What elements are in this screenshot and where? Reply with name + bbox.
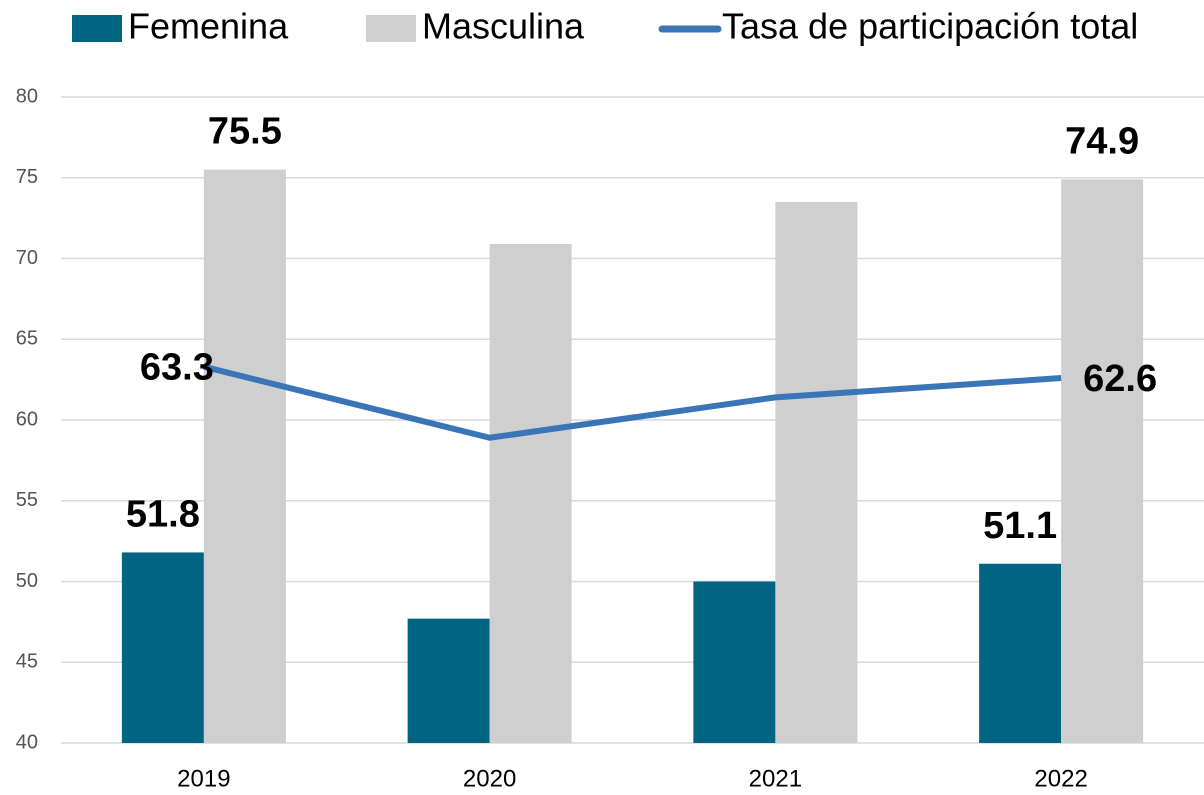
x-tick-label: 2022 — [1034, 765, 1087, 792]
data-label: 51.8 — [126, 493, 200, 535]
bar — [407, 618, 490, 743]
x-tick-label: 2019 — [177, 765, 230, 792]
data-label: 74.9 — [1065, 120, 1139, 162]
x-tick-label: 2021 — [749, 765, 802, 792]
bar — [121, 552, 204, 743]
x-tick-label: 2020 — [463, 765, 516, 792]
legend-label: Femenina — [128, 6, 289, 47]
bar — [489, 243, 572, 743]
y-tick-label: 70 — [16, 247, 38, 269]
y-tick-label: 80 — [16, 85, 38, 107]
bar — [979, 563, 1062, 743]
legend-label: Masculina — [422, 6, 585, 47]
y-tick-label: 60 — [16, 408, 38, 430]
bar — [1061, 179, 1144, 744]
legend-swatch — [366, 15, 416, 42]
y-tick-label: 65 — [16, 328, 38, 350]
y-tick-label: 40 — [16, 731, 38, 753]
legend-label: Tasa de participación total — [722, 6, 1138, 47]
y-tick-label: 75 — [16, 166, 38, 188]
bar — [775, 201, 858, 744]
y-tick-label: 45 — [16, 651, 38, 673]
legend-swatch — [72, 15, 122, 42]
data-label: 63.3 — [140, 347, 214, 389]
data-label: 51.1 — [983, 505, 1057, 547]
data-label: 75.5 — [208, 111, 282, 153]
data-label: 62.6 — [1083, 358, 1157, 400]
line — [203, 363, 1062, 441]
bar — [693, 581, 776, 743]
y-tick-label: 55 — [16, 489, 38, 511]
bar — [203, 169, 286, 744]
y-tick-label: 50 — [16, 570, 38, 592]
